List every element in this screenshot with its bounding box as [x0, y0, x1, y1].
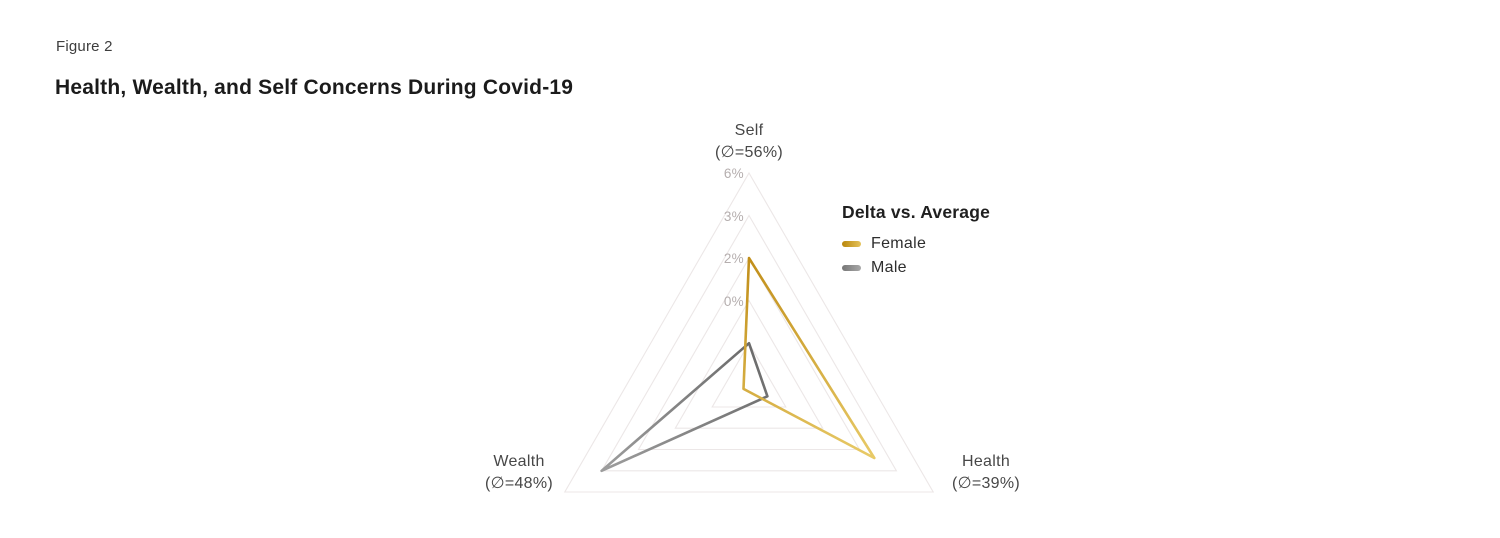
radial-tick-0: 0% — [723, 293, 744, 309]
axis-average-health: (∅=39%) — [951, 475, 1021, 492]
axis-average-wealth: (∅=48%) — [484, 475, 554, 492]
male-swatch-icon — [842, 265, 861, 271]
legend-label-female: Female — [871, 235, 927, 252]
series-female-line — [742, 256, 876, 460]
legend: Delta vs. Average Female Male — [842, 202, 990, 280]
axis-average-self: (∅=56%) — [714, 144, 784, 161]
axis-name-self: Self — [734, 122, 764, 139]
legend-label-male: Male — [871, 259, 907, 276]
radial-tick-2: 2% — [723, 251, 744, 266]
grid-ring — [600, 214, 898, 472]
axis-label-health: Health (∅=39%) — [896, 451, 1076, 495]
female-swatch-icon — [842, 241, 861, 247]
figure-label: Figure 2 — [56, 38, 113, 55]
radial-tick-6: 6% — [723, 166, 744, 181]
legend-title: Delta vs. Average — [842, 202, 991, 222]
axis-name-wealth: Wealth — [493, 453, 545, 470]
radar-gridlines — [563, 171, 935, 493]
axis-label-wealth: Wealth (∅=48%) — [429, 451, 609, 495]
series-male-line — [600, 341, 769, 473]
chart-title: Health, Wealth, and Self Concerns During… — [55, 76, 574, 99]
grid-ring — [711, 342, 787, 408]
grid-ring — [563, 171, 935, 493]
legend-item-male: Male — [842, 256, 990, 280]
axis-label-self: Self (∅=56%) — [659, 120, 839, 164]
radial-tick-3: 3% — [723, 208, 744, 224]
grid-ring — [674, 299, 824, 429]
grid-ring — [637, 256, 861, 451]
legend-item-female: Female — [842, 232, 990, 256]
axis-name-health: Health — [961, 453, 1011, 470]
